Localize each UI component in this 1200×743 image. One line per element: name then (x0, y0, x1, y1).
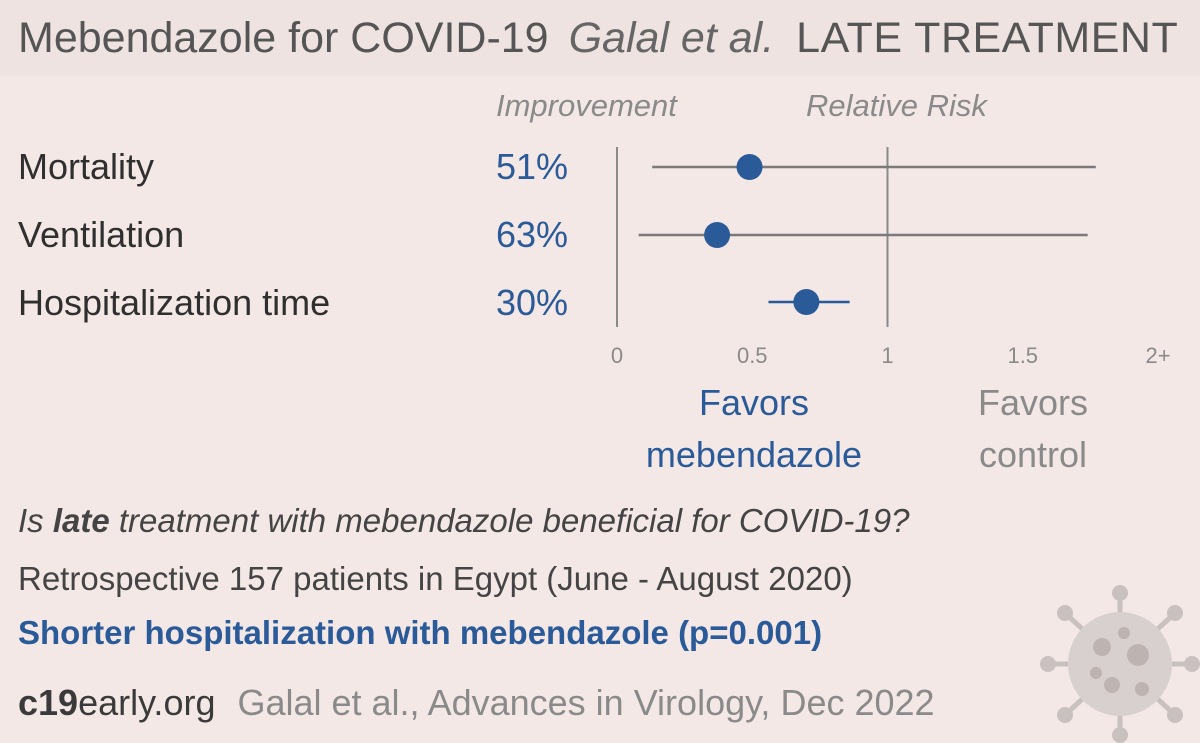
citation: Galal et al., Advances in Virology, Dec … (237, 682, 935, 723)
footer: c19early.org Galal et al., Advances in Vi… (18, 682, 935, 724)
favors-treatment-line2: mebendazole (645, 434, 863, 475)
x-tick-label: 2+ (1145, 343, 1170, 368)
site-link[interactable]: c19early.org (18, 682, 216, 723)
page-title: Mebendazole for COVID-19 Galal et al. LATE… (18, 14, 1178, 63)
x-tick-label: 0.5 (737, 343, 768, 368)
forest-plot: 0 0.5 1 1.5 2+ (611, 147, 1171, 368)
outcome-label: Mortality (18, 146, 155, 187)
favors-control-line2: control (978, 434, 1088, 475)
improvement-column-header: Improvement (496, 88, 677, 123)
outcome-label: Ventilation (18, 214, 185, 255)
outcome-improvement: 63% (496, 214, 569, 255)
study-description: Retrospective 157 patients in Egypt (Jun… (18, 560, 853, 597)
study-question: Is late treatment with mebendazole benef… (18, 502, 910, 539)
outcome-improvement: 30% (496, 282, 569, 323)
coronavirus-icon (1040, 585, 1200, 743)
header-bar (0, 0, 1200, 76)
effect-point (793, 289, 820, 315)
x-tick-label: 0 (611, 343, 623, 368)
title-main: Mebendazole for COVID-19 (18, 14, 549, 62)
x-tick-label: 1 (881, 343, 893, 368)
question-emphasis: late (52, 502, 110, 539)
x-tick-label: 1.5 (1007, 343, 1038, 368)
relative-risk-column-header: Relative Risk (806, 88, 987, 123)
favors-control-line1: Favors (977, 382, 1089, 423)
title-treatment-stage: LATE TREATMENT (796, 14, 1179, 62)
favors-treatment-label: Favors mebendazole (604, 377, 904, 481)
favors-control-label: Favors control (883, 377, 1183, 481)
study-conclusion: Shorter hospitalization with mebendazole… (18, 614, 823, 651)
effect-point (736, 154, 763, 180)
outcome-improvement: 51% (496, 146, 569, 187)
outcome-label: Hospitalization time (18, 282, 331, 323)
effect-point (704, 222, 731, 248)
title-authors: Galal et al. (568, 14, 775, 62)
favors-treatment-line1: Favors (698, 382, 810, 423)
